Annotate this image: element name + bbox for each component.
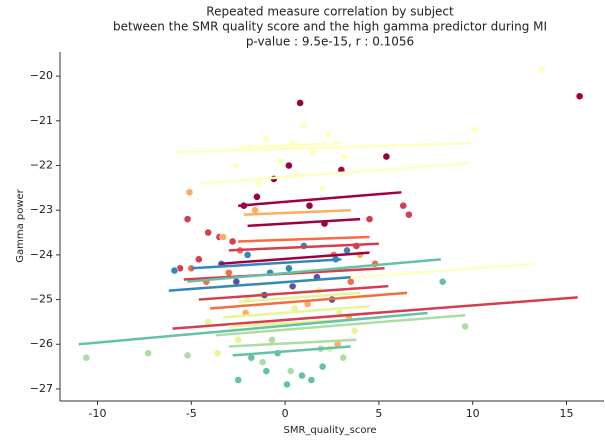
regression-line bbox=[238, 141, 342, 149]
point bbox=[318, 183, 327, 192]
point bbox=[144, 349, 153, 358]
regression-line bbox=[223, 305, 370, 319]
point bbox=[309, 148, 318, 156]
point bbox=[339, 353, 348, 362]
regression-line bbox=[168, 275, 351, 292]
x-tick-label: 10 bbox=[466, 407, 480, 420]
point bbox=[262, 367, 271, 375]
point bbox=[365, 215, 374, 224]
y-tick-label: −22 bbox=[30, 159, 53, 172]
regression-line bbox=[78, 311, 428, 346]
point bbox=[288, 282, 297, 291]
point bbox=[253, 192, 261, 201]
y-tick-label: −25 bbox=[30, 293, 53, 306]
y-tick-label: −26 bbox=[30, 337, 53, 350]
point bbox=[305, 201, 314, 210]
point bbox=[234, 335, 243, 344]
point bbox=[284, 161, 293, 170]
regression-line bbox=[215, 313, 466, 337]
y-tick-label: −24 bbox=[30, 248, 53, 261]
x-tick-label: -5 bbox=[186, 407, 197, 420]
y-tick-label: −20 bbox=[30, 69, 53, 82]
point bbox=[275, 157, 284, 165]
point bbox=[234, 376, 243, 384]
point bbox=[538, 65, 546, 74]
point bbox=[399, 201, 408, 210]
point bbox=[170, 266, 179, 275]
y-tick-label: −27 bbox=[30, 382, 53, 395]
regression-line bbox=[228, 242, 379, 252]
point bbox=[204, 228, 213, 237]
point bbox=[470, 125, 479, 134]
point bbox=[268, 335, 276, 344]
regression-line bbox=[187, 258, 441, 283]
point bbox=[461, 322, 470, 331]
point bbox=[438, 277, 447, 286]
point bbox=[82, 353, 91, 362]
point bbox=[194, 255, 203, 264]
regression-line bbox=[232, 345, 351, 357]
point bbox=[318, 362, 327, 371]
regression-line bbox=[219, 251, 370, 266]
point bbox=[262, 134, 271, 143]
y-tick-label: −21 bbox=[30, 114, 53, 127]
point bbox=[219, 233, 228, 241]
y-tick-label: −23 bbox=[30, 203, 53, 216]
point bbox=[232, 161, 241, 170]
point bbox=[185, 188, 194, 197]
point bbox=[258, 358, 267, 367]
point bbox=[213, 349, 222, 358]
chart-title: p-value : 9.5e-15, r : 0.1056 bbox=[246, 35, 414, 49]
chart-title: between the SMR quality score and the hi… bbox=[113, 20, 547, 34]
x-tick-label: 15 bbox=[559, 407, 573, 420]
point bbox=[224, 268, 233, 277]
point bbox=[307, 376, 316, 384]
point bbox=[405, 210, 413, 219]
point bbox=[251, 206, 259, 215]
point bbox=[284, 264, 293, 273]
point bbox=[283, 380, 291, 389]
regression-line bbox=[209, 291, 408, 310]
point bbox=[183, 351, 192, 360]
x-tick-label: -10 bbox=[89, 407, 107, 420]
x-axis-label: SMR_quality_score bbox=[283, 425, 376, 436]
point bbox=[183, 215, 192, 224]
point bbox=[575, 92, 584, 101]
point bbox=[228, 237, 237, 246]
regression-line bbox=[200, 162, 470, 185]
point bbox=[298, 371, 306, 380]
point bbox=[382, 152, 391, 161]
regression-line bbox=[238, 235, 370, 243]
point bbox=[243, 250, 252, 259]
point bbox=[254, 179, 263, 188]
point bbox=[350, 326, 359, 335]
y-axis-label: Gamma power bbox=[15, 188, 26, 262]
regression-line bbox=[247, 217, 361, 228]
regression-line bbox=[172, 296, 578, 330]
point bbox=[324, 130, 333, 139]
point bbox=[296, 99, 305, 107]
point bbox=[232, 277, 241, 286]
point bbox=[341, 152, 350, 161]
regression-line bbox=[228, 338, 357, 348]
regression-line bbox=[198, 284, 389, 301]
x-tick-label: 5 bbox=[375, 407, 382, 420]
regression-line bbox=[238, 291, 361, 304]
regression-line bbox=[176, 141, 473, 154]
regression-line bbox=[238, 191, 402, 207]
point bbox=[299, 121, 308, 130]
x-tick-label: 0 bbox=[282, 407, 289, 420]
point bbox=[286, 367, 295, 375]
chart-title: Repeated measure correlation by subject bbox=[206, 5, 454, 19]
regression-line bbox=[243, 208, 351, 216]
regression-line bbox=[191, 258, 342, 270]
